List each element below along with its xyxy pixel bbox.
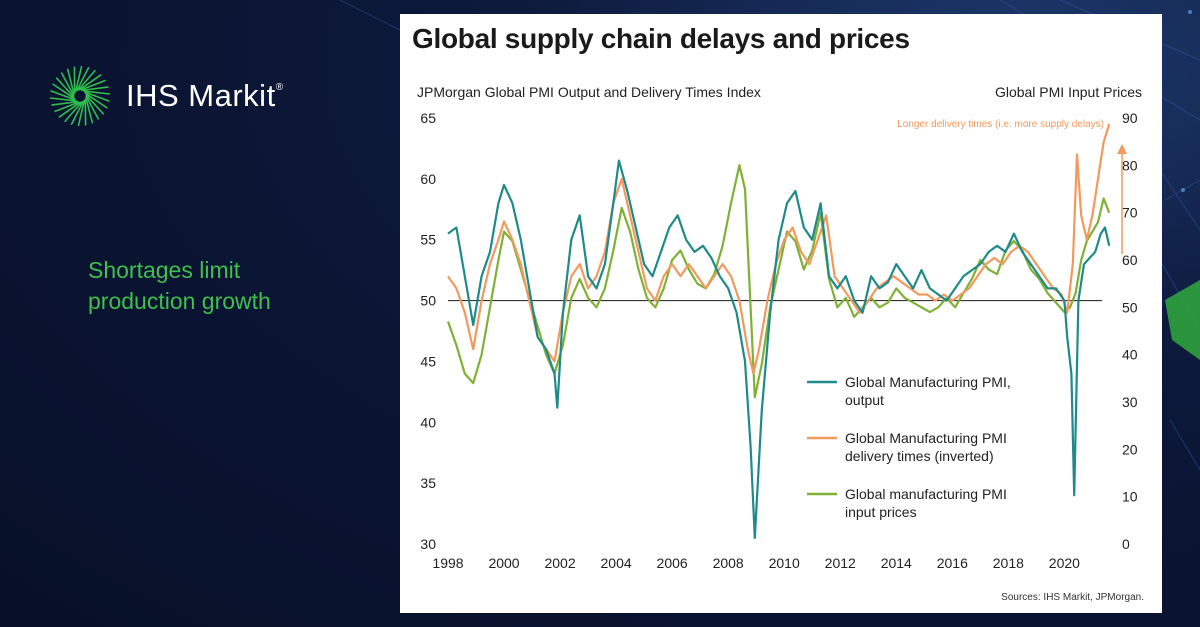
x-tick-label: 2000 bbox=[488, 555, 519, 571]
y-left-tick-label: 30 bbox=[420, 536, 436, 552]
y-right-tick-label: 70 bbox=[1122, 205, 1138, 221]
logo-ray bbox=[60, 72, 75, 97]
y-right-tick-label: 30 bbox=[1122, 394, 1138, 410]
brand-name-text: IHS Markit bbox=[126, 78, 276, 113]
chart-sources: Sources: IHS Markit, JPMorgan. bbox=[1001, 592, 1144, 603]
legend-delivery-times-label: Global Manufacturing PMI delivery times (… bbox=[845, 430, 1007, 464]
y-right-tick-label: 90 bbox=[1122, 110, 1138, 126]
logo-ray bbox=[80, 79, 106, 91]
logo-ray bbox=[78, 74, 102, 91]
y-right-tick-label: 0 bbox=[1122, 536, 1130, 552]
y-right-tick-label: 80 bbox=[1122, 157, 1138, 173]
y-right-tick-label: 60 bbox=[1122, 252, 1138, 268]
chart-card: Global supply chain delays and prices JP… bbox=[400, 14, 1162, 613]
logo-ray bbox=[84, 91, 110, 102]
logo-ray bbox=[52, 83, 76, 100]
logo-ray bbox=[55, 77, 75, 98]
x-tick-label: 2010 bbox=[769, 555, 800, 571]
brand-name: IHS Markit® bbox=[126, 78, 284, 114]
y-right-tick-label: 40 bbox=[1122, 347, 1138, 363]
logo-ray bbox=[74, 65, 83, 93]
x-tick-label: 2014 bbox=[881, 555, 912, 571]
y-right-tick-label: 20 bbox=[1122, 441, 1138, 457]
logo-ray bbox=[85, 95, 100, 120]
logo-ray bbox=[75, 66, 90, 92]
y-left-tick-label: 55 bbox=[420, 232, 436, 248]
annotation-arrow-head bbox=[1117, 144, 1127, 154]
x-tick-label: 2006 bbox=[657, 555, 688, 571]
y-right-tick-label: 50 bbox=[1122, 299, 1138, 315]
y-left-tick-label: 50 bbox=[420, 293, 436, 309]
x-tick-label: 1998 bbox=[432, 555, 463, 571]
x-tick-label: 2020 bbox=[1049, 555, 1080, 571]
left-axis-caption: JPMorgan Global PMI Output and Delivery … bbox=[417, 84, 761, 100]
y-left-tick-label: 65 bbox=[420, 110, 436, 126]
y-left-tick-label: 35 bbox=[420, 475, 436, 491]
logo-ray bbox=[84, 92, 108, 109]
y-left-tick-label: 40 bbox=[420, 414, 436, 430]
chart-title: Global supply chain delays and prices bbox=[412, 23, 910, 54]
logo-ray bbox=[66, 68, 75, 95]
tagline: Shortages limit production growth bbox=[88, 257, 271, 314]
logo-ray bbox=[50, 90, 76, 101]
right-axis-caption: Global PMI Input Prices bbox=[994, 84, 1142, 100]
logo-ray bbox=[77, 69, 96, 91]
logo-ray bbox=[58, 101, 82, 118]
series-line-input-prices bbox=[446, 164, 1111, 399]
delivery-annotation: Longer delivery times (i.e. more supply … bbox=[897, 119, 1104, 130]
x-tick-label: 2018 bbox=[993, 555, 1024, 571]
starburst-logo-icon bbox=[49, 65, 111, 127]
logo-ray bbox=[49, 97, 77, 102]
x-tick-label: 2012 bbox=[825, 555, 856, 571]
legend-input-prices-label: Global manufacturing PMI input prices bbox=[845, 486, 1007, 520]
logo-ray bbox=[70, 100, 85, 126]
logo-ray bbox=[64, 101, 83, 123]
logo-ray bbox=[54, 101, 80, 113]
logo-ray bbox=[85, 97, 94, 124]
registered-mark: ® bbox=[275, 82, 284, 93]
x-tick-label: 2004 bbox=[601, 555, 632, 571]
brand-logo: IHS Markit® bbox=[46, 62, 284, 130]
chart-plot: 30 35 40 45 50 55 60 65 0 10 20 30 40 50 60 70 80 90 1998 2… bbox=[420, 110, 1138, 571]
logo-ray bbox=[85, 94, 105, 115]
series-line-output bbox=[447, 159, 1111, 539]
x-tick-label: 2002 bbox=[544, 555, 575, 571]
logo-ray bbox=[77, 99, 86, 127]
x-tick-label: 2016 bbox=[937, 555, 968, 571]
legend-output-label: Global Manufacturing PMI, output bbox=[845, 374, 1011, 408]
y-left-tick-label: 60 bbox=[420, 171, 436, 187]
logo-ray bbox=[83, 90, 111, 95]
logo-ray bbox=[82, 86, 109, 92]
x-tick-label: 2008 bbox=[713, 555, 744, 571]
y-left-tick-label: 45 bbox=[420, 353, 436, 369]
logo-ray bbox=[51, 100, 78, 106]
y-right-tick-label: 10 bbox=[1122, 489, 1138, 505]
